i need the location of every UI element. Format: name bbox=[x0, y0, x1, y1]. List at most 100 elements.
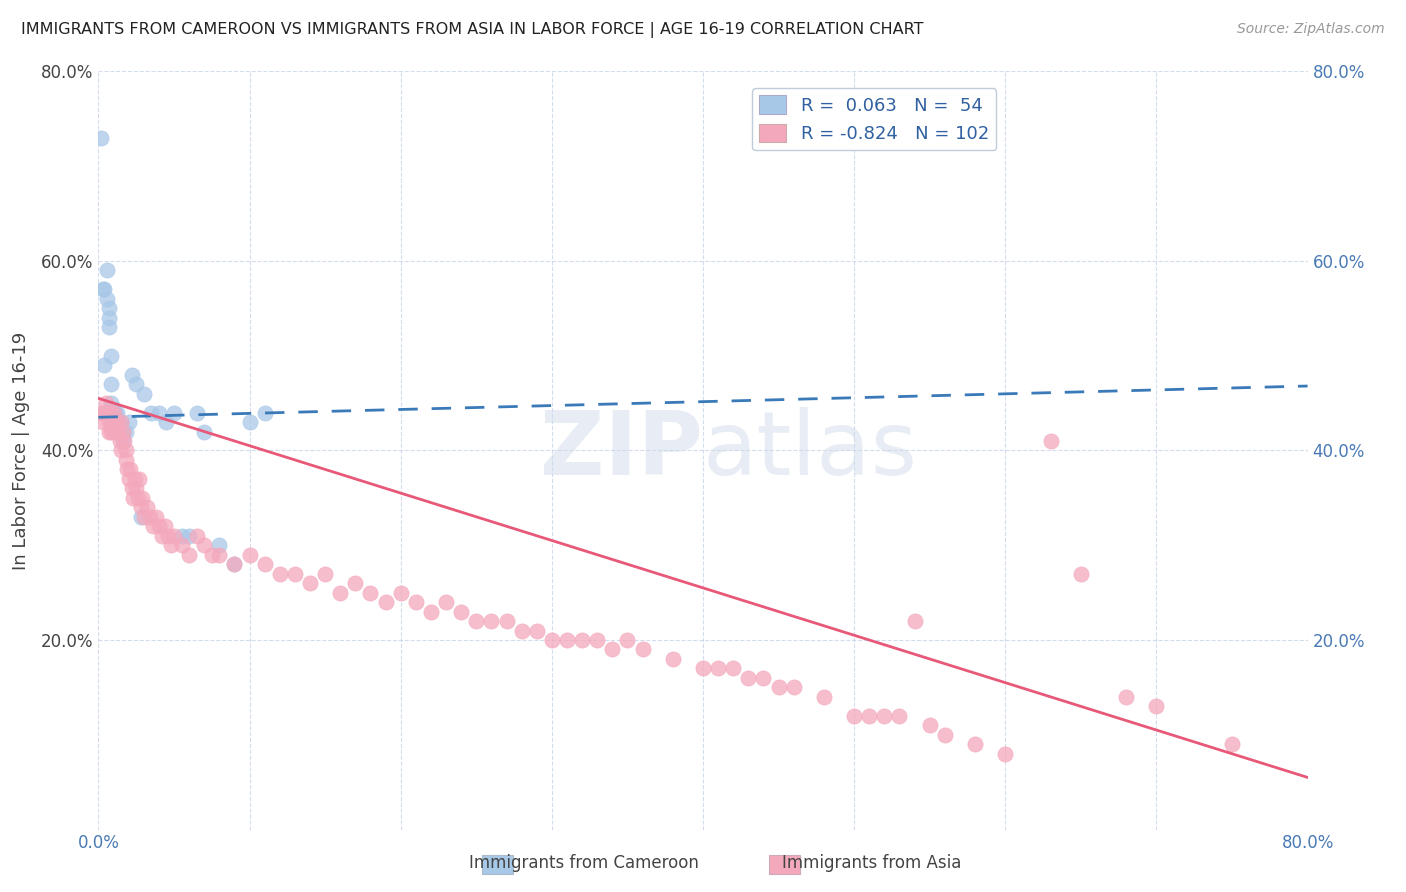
Point bbox=[129, 509, 152, 524]
Point bbox=[100, 396, 122, 410]
Point bbox=[114, 425, 136, 439]
Point bbox=[918, 718, 941, 732]
Point bbox=[934, 728, 956, 742]
Point bbox=[239, 548, 262, 562]
Point bbox=[125, 482, 148, 496]
Point bbox=[118, 472, 141, 486]
Point bbox=[526, 624, 548, 638]
Point bbox=[239, 415, 262, 429]
Point bbox=[299, 576, 322, 591]
Point bbox=[193, 538, 215, 552]
Point bbox=[104, 415, 127, 429]
Point bbox=[1070, 566, 1092, 581]
Point bbox=[105, 406, 128, 420]
Point bbox=[121, 368, 143, 382]
Point bbox=[495, 614, 517, 628]
Point bbox=[783, 681, 806, 695]
Text: atlas: atlas bbox=[703, 407, 918, 494]
Point bbox=[112, 434, 135, 448]
Point bbox=[163, 406, 186, 420]
Point bbox=[94, 406, 117, 420]
Point bbox=[208, 538, 231, 552]
Point bbox=[284, 566, 307, 581]
Point bbox=[128, 472, 150, 486]
Point bbox=[141, 406, 163, 420]
Point bbox=[420, 605, 443, 619]
Text: Immigrants from Cameroon: Immigrants from Cameroon bbox=[468, 855, 699, 872]
Point bbox=[269, 566, 291, 581]
Point bbox=[115, 462, 138, 476]
Text: Immigrants from Asia: Immigrants from Asia bbox=[782, 855, 962, 872]
Point bbox=[752, 671, 775, 685]
Point bbox=[91, 282, 114, 296]
Point bbox=[148, 406, 170, 420]
Bar bbox=[482, 855, 513, 874]
Point bbox=[586, 633, 609, 648]
Point bbox=[110, 425, 132, 439]
Point bbox=[103, 415, 125, 429]
Point bbox=[108, 415, 131, 429]
Point bbox=[105, 415, 128, 429]
Point bbox=[858, 708, 880, 723]
Point bbox=[111, 425, 134, 439]
Point bbox=[314, 566, 336, 581]
Point bbox=[170, 529, 193, 543]
Point bbox=[616, 633, 638, 648]
Point bbox=[723, 661, 745, 675]
Point bbox=[224, 557, 246, 572]
Point bbox=[131, 491, 153, 505]
Y-axis label: In Labor Force | Age 16-19: In Labor Force | Age 16-19 bbox=[11, 331, 30, 570]
Point bbox=[692, 661, 714, 675]
Point bbox=[101, 406, 124, 420]
Point bbox=[103, 415, 125, 429]
Point bbox=[344, 576, 367, 591]
Point bbox=[94, 406, 117, 420]
Point bbox=[148, 519, 170, 533]
Point bbox=[101, 415, 124, 429]
Point bbox=[994, 747, 1017, 761]
Point bbox=[114, 443, 136, 458]
Point bbox=[540, 633, 562, 648]
Point bbox=[93, 358, 115, 372]
Point bbox=[121, 482, 143, 496]
Point bbox=[1144, 699, 1167, 714]
Point bbox=[465, 614, 488, 628]
Point bbox=[631, 642, 654, 657]
Point bbox=[110, 415, 132, 429]
Point bbox=[142, 519, 165, 533]
Point bbox=[253, 406, 276, 420]
Point bbox=[156, 529, 179, 543]
Point bbox=[1115, 690, 1137, 704]
Point bbox=[101, 406, 124, 420]
Point bbox=[98, 415, 121, 429]
Point bbox=[98, 425, 121, 439]
Point bbox=[103, 425, 125, 439]
Point bbox=[104, 406, 127, 420]
Point bbox=[111, 425, 134, 439]
Point bbox=[110, 415, 132, 429]
Point bbox=[510, 624, 533, 638]
Point bbox=[100, 377, 122, 392]
Point bbox=[186, 529, 208, 543]
Point bbox=[179, 529, 201, 543]
Point bbox=[768, 681, 790, 695]
Point bbox=[100, 406, 122, 420]
Point bbox=[104, 415, 127, 429]
Point bbox=[96, 406, 118, 420]
Point bbox=[661, 652, 683, 666]
Point bbox=[253, 557, 276, 572]
Point bbox=[94, 396, 117, 410]
Point bbox=[186, 406, 208, 420]
Point bbox=[127, 491, 149, 505]
Point bbox=[360, 585, 382, 599]
Point bbox=[374, 595, 396, 609]
Point bbox=[135, 500, 157, 515]
Point bbox=[904, 614, 927, 628]
Point bbox=[94, 406, 117, 420]
Point bbox=[107, 415, 129, 429]
Point bbox=[1039, 434, 1062, 448]
Point bbox=[160, 538, 183, 552]
Point bbox=[111, 434, 134, 448]
Point bbox=[602, 642, 624, 657]
Point bbox=[125, 377, 148, 392]
